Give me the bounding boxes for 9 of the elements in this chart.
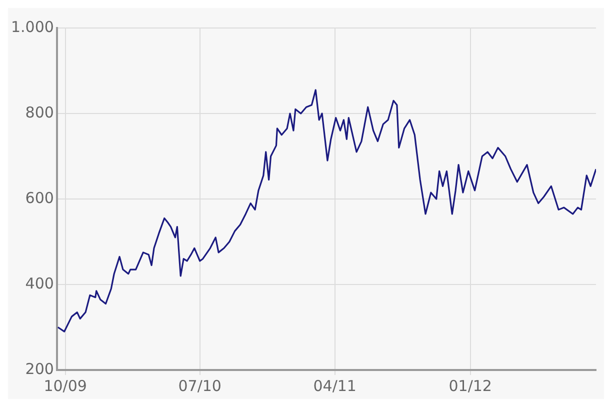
x-tick-label: 04/11 [313, 376, 356, 395]
y-tick-label: 400 [25, 274, 54, 292]
x-tick-label: 10/09 [44, 376, 87, 395]
x-tick-label: 01/12 [448, 376, 492, 395]
y-tick-label: 200 [25, 360, 54, 378]
x-tick-label: 07/10 [178, 376, 222, 395]
y-tick-label: 600 [25, 188, 54, 207]
y-tick-label: 800 [25, 103, 54, 122]
y-tick-label: 1.000 [10, 18, 54, 36]
